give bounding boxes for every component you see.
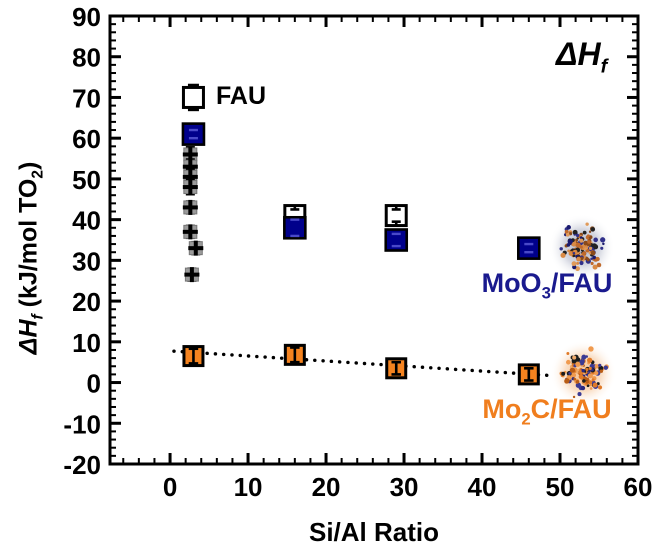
x-tick-label: 30 bbox=[390, 472, 419, 502]
cluster-inset-moo3 bbox=[548, 214, 615, 281]
y-tick-label: 80 bbox=[72, 43, 101, 73]
y-axis-title: ΔHf (kJ/mol TO2) bbox=[14, 161, 47, 355]
delta-hf-annotation: ΔHf bbox=[556, 36, 608, 78]
y-tick-label: 90 bbox=[72, 2, 101, 32]
y-tick-label: -10 bbox=[63, 409, 101, 439]
moo3-marker bbox=[283, 215, 307, 240]
moo3-marker bbox=[181, 122, 206, 146]
series-label-moo3-fau: MoO3/FAU bbox=[481, 268, 613, 303]
plot-frame bbox=[108, 14, 640, 466]
y-tick-label: 70 bbox=[72, 83, 101, 113]
series-label-fau: FAU bbox=[216, 82, 266, 110]
y-tick-label: 0 bbox=[87, 369, 101, 399]
cluster-inset-mo2c bbox=[550, 340, 617, 407]
fau-marker bbox=[181, 85, 205, 109]
x-tick-label: 20 bbox=[312, 472, 341, 502]
trend-line bbox=[172, 349, 554, 378]
moo3-marker bbox=[384, 228, 409, 252]
x-tick-label: 10 bbox=[234, 472, 263, 502]
y-tick-label: 60 bbox=[72, 124, 101, 154]
x-tick-label: 60 bbox=[624, 472, 653, 502]
structure-insets-layer bbox=[548, 214, 617, 407]
y-tick-label: 20 bbox=[72, 287, 101, 317]
moo3-marker bbox=[517, 236, 541, 260]
y-tick-label: -20 bbox=[63, 450, 101, 480]
x-axis-title: Si/Al Ratio bbox=[308, 517, 440, 547]
y-tick-label: 50 bbox=[72, 165, 101, 195]
data-points-layer bbox=[172, 83, 554, 386]
y-tick-label: 30 bbox=[72, 246, 101, 276]
y-tick-label: 40 bbox=[72, 206, 101, 236]
axes-and-ticks: 0 10 20 30 40 50 60 90 80 70 60 50 40 30 20 10 0 -10 -20 bbox=[63, 2, 652, 502]
delta-symbol: Δ bbox=[14, 337, 43, 355]
series-label-mo2c-fau: Mo2C/FAU bbox=[482, 394, 612, 429]
x-tick-label: 50 bbox=[546, 472, 575, 502]
x-tick-label: 40 bbox=[468, 472, 497, 502]
y-tick-label: 10 bbox=[72, 328, 101, 358]
x-tick-label: 0 bbox=[163, 472, 177, 502]
delta-symbol: Δ bbox=[556, 36, 578, 72]
